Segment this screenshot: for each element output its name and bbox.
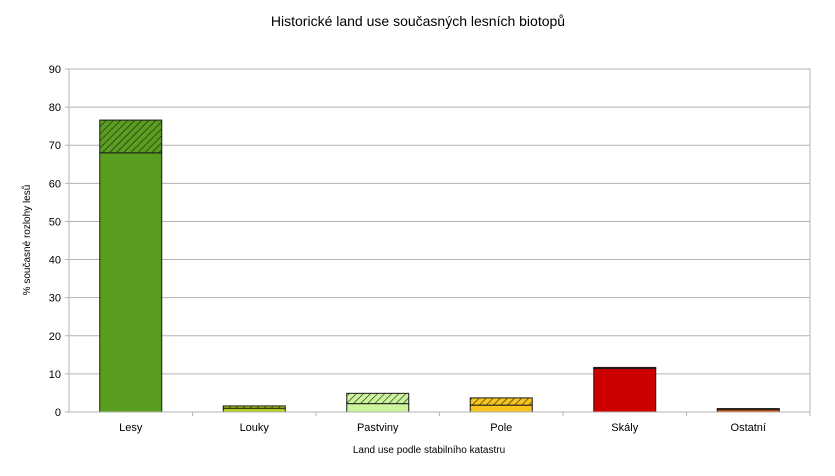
y-axis-label: % současné rozlohy lesů: [21, 185, 33, 296]
y-tick-label: 40: [49, 255, 61, 267]
x-tick-labels: Lesy Louky Pastviny Pole Skály Ostatní: [119, 412, 811, 434]
chart-title: Historické land use současných lesních b…: [271, 13, 565, 29]
bar-hatched-0: [99, 119, 163, 154]
y-tick-label: 80: [49, 102, 61, 114]
bar-hatched-3: [469, 397, 533, 406]
y-tick-label: 60: [49, 178, 61, 190]
grid-lines: [65, 68, 810, 413]
y-tick-label: 90: [49, 64, 61, 76]
bar-solid-1: [222, 407, 286, 413]
y-tick-label: 50: [49, 216, 61, 228]
bar-hatched-5: [716, 408, 780, 411]
bar-hatched-4: [593, 366, 657, 370]
y-tick-labels: 0 10 20 30 40 50 60 70 80 90: [49, 64, 61, 419]
x-tick-label: Pastviny: [357, 422, 399, 434]
x-tick-label: Lesy: [119, 422, 143, 434]
y-tick-label: 70: [49, 140, 61, 152]
bars: [99, 119, 780, 413]
x-tick-label: Pole: [490, 422, 512, 434]
bar-solid-0: [99, 152, 163, 413]
x-tick-label: Ostatní: [731, 422, 766, 434]
bar-solid-2: [346, 403, 410, 413]
bar-hatched-1: [222, 405, 286, 409]
axes: [68, 68, 811, 413]
x-axis-label: Land use podle stabilního katastru: [353, 445, 505, 456]
y-tick-label: 30: [49, 293, 61, 305]
y-tick-label: 10: [49, 369, 61, 381]
x-tick-label: Louky: [240, 422, 270, 434]
bar-hatched-2: [346, 392, 410, 405]
bar-solid-3: [469, 404, 533, 413]
plot-frame: [68, 68, 811, 413]
x-tick-label: Skály: [611, 422, 638, 434]
y-tick-label: 20: [49, 331, 61, 343]
y-tick-label: 0: [55, 407, 61, 419]
bar-solid-4: [593, 368, 657, 413]
